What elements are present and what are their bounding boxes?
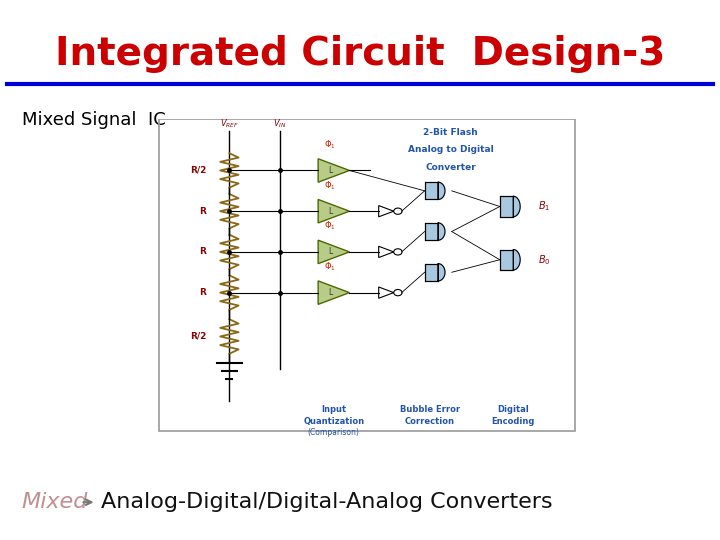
Text: $V_{IN}$: $V_{IN}$ <box>273 117 287 130</box>
Text: Integrated Circuit  Design-3: Integrated Circuit Design-3 <box>55 35 665 73</box>
Text: Analog to Digital: Analog to Digital <box>408 145 494 154</box>
Polygon shape <box>438 264 445 281</box>
Polygon shape <box>318 159 349 182</box>
Text: (Comparison): (Comparison) <box>308 428 360 437</box>
Polygon shape <box>379 287 394 298</box>
Bar <box>425 223 438 240</box>
Text: Mixed Signal  IC: Mixed Signal IC <box>22 111 166 129</box>
Text: Converter: Converter <box>426 163 476 172</box>
Text: Analog-Digital/Digital-Analog Converters: Analog-Digital/Digital-Analog Converters <box>101 492 552 512</box>
Text: L: L <box>328 288 333 297</box>
Polygon shape <box>379 246 394 258</box>
Text: L: L <box>328 207 333 215</box>
Text: $V_{REF}$: $V_{REF}$ <box>220 117 239 130</box>
Text: $\Phi_1$: $\Phi_1$ <box>324 220 336 233</box>
Text: L: L <box>328 166 333 175</box>
Text: Correction: Correction <box>405 417 455 426</box>
Text: Quantization: Quantization <box>303 417 364 426</box>
Text: R/2: R/2 <box>190 166 207 175</box>
Bar <box>425 182 438 199</box>
Text: Digital: Digital <box>498 406 529 414</box>
Text: Encoding: Encoding <box>492 417 535 426</box>
Bar <box>425 264 438 281</box>
Text: R: R <box>199 288 207 297</box>
Text: R/2: R/2 <box>190 332 207 341</box>
Text: $\Phi_1$: $\Phi_1$ <box>324 179 336 192</box>
Text: R: R <box>199 207 207 215</box>
Text: $B_1$: $B_1$ <box>539 200 551 213</box>
Polygon shape <box>513 197 520 217</box>
Polygon shape <box>379 206 394 217</box>
Bar <box>500 197 513 217</box>
Text: $\Phi_1$: $\Phi_1$ <box>324 139 336 151</box>
Text: L: L <box>328 247 333 256</box>
Polygon shape <box>318 281 349 305</box>
Text: $\Phi_1$: $\Phi_1$ <box>324 261 336 273</box>
Text: Mixed: Mixed <box>22 492 88 512</box>
Text: $B_0$: $B_0$ <box>539 253 551 267</box>
Polygon shape <box>438 223 445 240</box>
Text: 2-Bit Flash: 2-Bit Flash <box>423 128 478 137</box>
Polygon shape <box>318 240 349 264</box>
Polygon shape <box>318 199 349 223</box>
Polygon shape <box>438 182 445 199</box>
Text: Input: Input <box>321 406 346 414</box>
Polygon shape <box>513 249 520 270</box>
Bar <box>500 249 513 270</box>
Text: Bubble Error: Bubble Error <box>400 406 460 414</box>
Text: R: R <box>199 247 207 256</box>
